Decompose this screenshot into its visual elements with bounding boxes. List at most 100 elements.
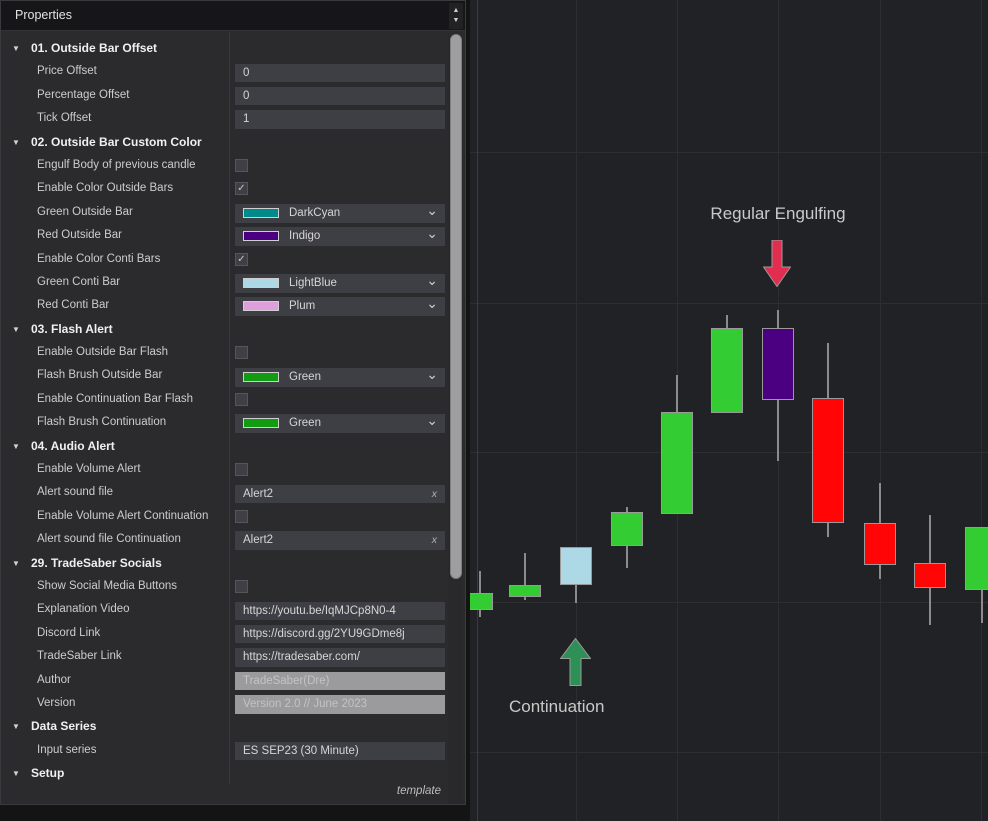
collapse-triangle-icon[interactable]: ▼ [12,441,20,451]
dropdown-value: LightBlue [289,277,337,290]
candle-wick [524,553,526,600]
candlestick-green [611,512,643,546]
brush-dropdown[interactable]: DarkCyan ⌄ [235,201,445,223]
checkbox[interactable] [235,392,248,406]
checkbox[interactable]: ✓ [235,252,248,266]
collapse-triangle-icon[interactable]: ▼ [12,44,20,53]
section-header: ▼ Data Series [1,716,448,739]
property-label: Enable Color Outside Bars [37,182,174,195]
clear-icon[interactable]: x [431,487,437,500]
collapse-triangle-icon[interactable]: ▼ [12,722,20,732]
section-label[interactable]: 29. TradeSaber Socials [31,555,162,570]
panel-scroll-spinner: ▲ ▼ [449,3,463,29]
section-label[interactable]: 02. Outside Bar Custom Color [31,134,202,149]
text-input[interactable]: ES SEP23 (30 Minute) [235,741,445,761]
property-grid: ▼ 01. Outside Bar Offset Price Offset 0 Perc… [1,32,448,787]
brush-dropdown[interactable]: Plum ⌄ [235,295,445,317]
brush-dropdown[interactable]: Green ⌄ [235,366,445,387]
collapse-triangle-icon[interactable]: ▼ [12,558,20,568]
property-row: Flash Brush Continuation Green ⌄ [1,412,448,435]
dropdown-value: Green [289,417,321,430]
text-input[interactable]: https://tradesaber.com/ [235,648,445,667]
gridline-horizontal [470,303,988,304]
panel-scrollbar-track[interactable] [448,33,463,804]
dropdown-value: Indigo [289,230,321,243]
collapse-triangle-icon[interactable]: ▼ [12,324,20,334]
property-label: Percentage Offset [37,88,130,101]
candlestick-indigo [762,328,794,400]
text-input[interactable]: https://discord.gg/2YU9GDme8j [235,624,445,644]
dropdown-value: DarkCyan [289,206,341,219]
checkbox[interactable]: ✓ [235,182,248,196]
property-row: Author TradeSaber(Dre) [1,670,448,693]
scroll-up-icon[interactable]: ▲ [452,7,460,15]
column-divider [229,32,230,784]
section-header: ▼ Setup [1,763,448,786]
property-row: Tick Offset 1 [1,108,448,131]
chevron-down-icon: ⌄ [426,225,438,242]
text-input[interactable]: 1 [235,110,445,129]
gridline-horizontal [470,152,988,153]
candlestick-green [470,593,493,610]
checkbox[interactable] [235,463,248,477]
color-swatch [243,278,279,289]
text-input[interactable]: 0 [235,63,445,83]
brush-dropdown[interactable]: Green ⌄ [235,412,445,434]
section-label[interactable]: Data Series [31,719,97,734]
property-label: Discord Link [37,626,101,639]
property-row: Alert sound file Alert2 x [1,482,448,505]
property-label: Alert sound file [37,486,114,499]
collapse-triangle-icon[interactable]: ▼ [12,769,20,779]
property-row: Enable Color Conti Bars ✓ [1,249,448,272]
section-label[interactable]: 04. Audio Alert [31,438,115,453]
section-label[interactable]: Setup [31,766,65,781]
panel-scrollbar-thumb[interactable] [449,34,462,579]
property-label: Version [37,696,76,709]
property-row: Enable Volume Alert Continuation [1,506,448,529]
checkbox[interactable] [235,579,248,593]
section-label[interactable]: 03. Flash Alert [31,321,113,336]
property-row: Price Offset 0 [1,61,448,84]
checkbox[interactable] [235,509,248,523]
section-label[interactable]: 01. Outside Bar Offset [31,41,158,55]
property-label: Red Outside Bar [37,229,123,242]
property-row: Enable Outside Bar Flash [1,342,448,365]
sound-file-input[interactable]: Alert2 x [235,484,445,504]
candlestick-green [661,412,693,514]
candlestick-red [864,523,896,565]
property-row: Enable Continuation Bar Flash [1,389,448,412]
property-row: Version Version 2.0 // June 2023 [1,693,448,716]
checkbox[interactable] [235,346,248,360]
color-swatch [243,207,279,218]
candlestick-lightblue [560,547,592,585]
up-arrow-icon [559,637,592,691]
color-swatch [243,231,279,242]
text-input[interactable]: https://youtu.be/IqMJCp8N0-4 [235,601,445,621]
property-label: TradeSaber Link [37,650,122,663]
down-arrow-icon [762,239,792,292]
property-label: Flash Brush Continuation [37,416,167,429]
brush-dropdown[interactable]: LightBlue ⌄ [235,272,445,294]
sound-file-input[interactable]: Alert2 x [235,531,445,550]
clear-icon[interactable]: x [431,534,437,547]
collapse-triangle-icon[interactable]: ▼ [12,137,20,147]
chevron-down-icon: ⌄ [426,272,438,289]
chevron-down-icon: ⌄ [426,201,438,218]
color-swatch [243,301,279,312]
template-link[interactable]: template [396,785,441,797]
property-row: Green Conti Bar LightBlue ⌄ [1,272,448,295]
candlestick-chart: Regular Engulfing Continuation [470,0,988,821]
checkbox[interactable] [235,158,248,172]
readonly-field: Version 2.0 // June 2023 [235,695,445,714]
gridline-horizontal [470,602,988,603]
property-label: Show Social Media Buttons [37,579,177,592]
property-row: Engulf Body of previous candle [1,155,448,178]
property-row: TradeSaber Link https://tradesaber.com/ [1,646,448,669]
property-label: Enable Continuation Bar Flash [37,392,193,405]
property-label: Green Outside Bar [37,205,133,218]
text-input[interactable]: 0 [235,86,445,106]
scroll-down-icon[interactable]: ▼ [452,17,460,24]
property-row: Input series ES SEP23 (30 Minute) [1,740,448,763]
brush-dropdown[interactable]: Indigo ⌄ [235,225,445,247]
